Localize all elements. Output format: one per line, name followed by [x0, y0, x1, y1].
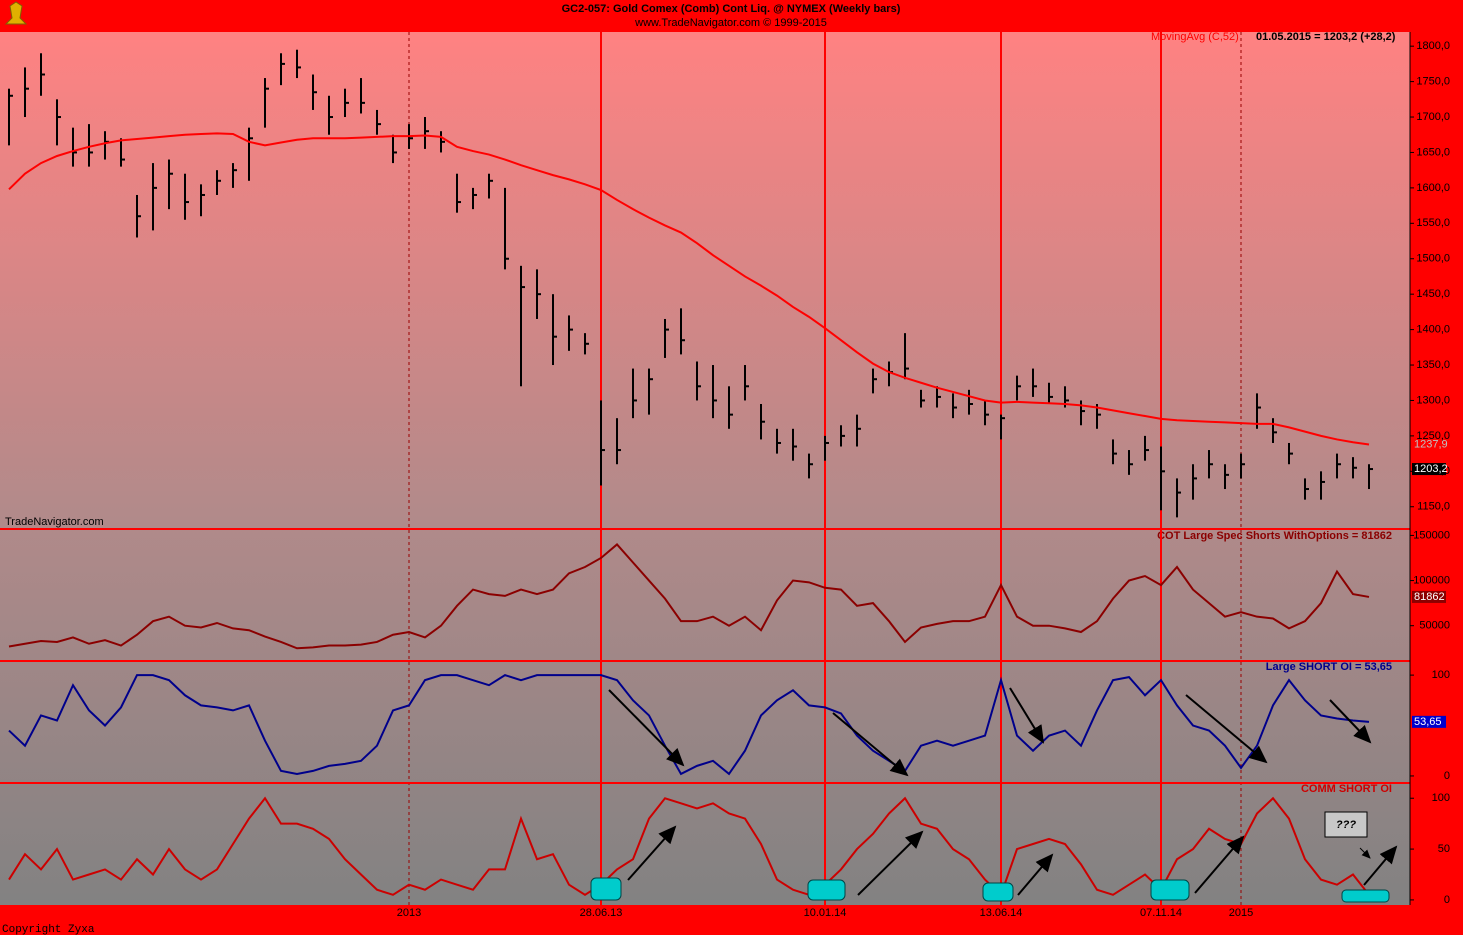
y-tick-label: 100000	[1413, 574, 1450, 586]
last-value-box	[1412, 590, 1446, 603]
y-tick-label: 100	[1432, 792, 1450, 804]
y-tick-label: 1750,0	[1416, 76, 1450, 88]
indicator-line	[8, 796, 1370, 897]
annotation-box	[1324, 811, 1368, 838]
x-tick-label: 10.01.14	[804, 907, 847, 919]
y-tick-label: 1400,0	[1416, 324, 1450, 336]
highlight-box	[1341, 889, 1390, 903]
indicator-line	[8, 543, 1370, 650]
highlight-box	[807, 879, 846, 901]
y-tick-label: 1800,0	[1416, 40, 1450, 52]
arrow	[1185, 694, 1268, 764]
y-tick-label: 50	[1438, 843, 1450, 855]
moving-average	[8, 132, 1370, 446]
indicator-line	[8, 674, 1370, 776]
last-value-box	[1412, 463, 1446, 476]
watermark: TradeNavigator.com	[5, 516, 104, 528]
chart-title: GC2-057: Gold Comex (Comb) Cont Liq. @ N…	[562, 3, 901, 15]
x-tick-label: 2013	[397, 907, 421, 919]
y-tick-label: 100	[1432, 669, 1450, 681]
y-tick-label: 0	[1444, 770, 1450, 782]
y-tick-label: 1550,0	[1416, 217, 1450, 229]
logo	[4, 1, 28, 25]
x-tick-label: 2015	[1229, 907, 1253, 919]
annotations: ???	[590, 687, 1398, 903]
y-tick-label: 1300,0	[1416, 394, 1450, 406]
highlight-box	[1150, 879, 1190, 901]
panel-title: COT Large Spec Shorts WithOptions = 8186…	[1157, 530, 1392, 542]
y-tick-label: 1450,0	[1416, 288, 1450, 300]
x-tick-label: 28.06.13	[580, 907, 623, 919]
y-tick-label: 0	[1444, 894, 1450, 906]
y-tick-label: 1150,0	[1417, 501, 1450, 513]
y-tick-label: 150000	[1413, 529, 1450, 541]
x-tick-label: 13.06.14	[980, 907, 1023, 919]
chart-subtitle: www.TradeNavigator.com © 1999-2015	[634, 17, 827, 29]
panel-title: Large SHORT OI = 53,65	[1266, 661, 1392, 673]
panel-title: COMM SHORT OI	[1301, 783, 1392, 795]
highlight-box	[590, 877, 622, 901]
last-value-box	[1412, 715, 1446, 728]
arrow	[857, 830, 924, 896]
arrow	[1359, 847, 1371, 859]
arrow	[1009, 687, 1045, 744]
y-tick-label: 50000	[1419, 620, 1450, 632]
last-value-label: 1203,2	[1414, 463, 1448, 475]
y-tick-label: 1500,0	[1416, 253, 1450, 265]
highlight-box	[982, 882, 1014, 902]
arrow	[627, 825, 677, 881]
plot-background	[0, 32, 1410, 905]
annotation: ???	[1336, 819, 1356, 831]
arrow	[1363, 845, 1398, 886]
arrow	[608, 689, 685, 767]
last-value-label: 53,65	[1414, 716, 1442, 728]
y-tick-label: 1700,0	[1416, 111, 1450, 123]
y-tick-label: 1250,0	[1416, 430, 1450, 442]
legend-value: 01.05.2015 = 1203,2 (+28,2)	[1256, 31, 1396, 43]
arrow	[1017, 853, 1054, 896]
y-tick-label: 1350,0	[1416, 359, 1450, 371]
arrow	[1194, 835, 1245, 894]
copyright: Copyright Zyxa	[2, 924, 95, 935]
arrow	[1329, 699, 1372, 744]
last-value-label: 1237,9	[1414, 438, 1448, 450]
y-tick-label: 1650,0	[1416, 146, 1450, 158]
last-value-label: 81862	[1414, 591, 1445, 603]
y-tick-label: 1600,0	[1416, 182, 1450, 194]
x-tick-label: 07.11.14	[1140, 907, 1182, 919]
legend-entry: MovingAvg (C,52)	[1151, 31, 1239, 43]
arrow	[832, 712, 909, 777]
